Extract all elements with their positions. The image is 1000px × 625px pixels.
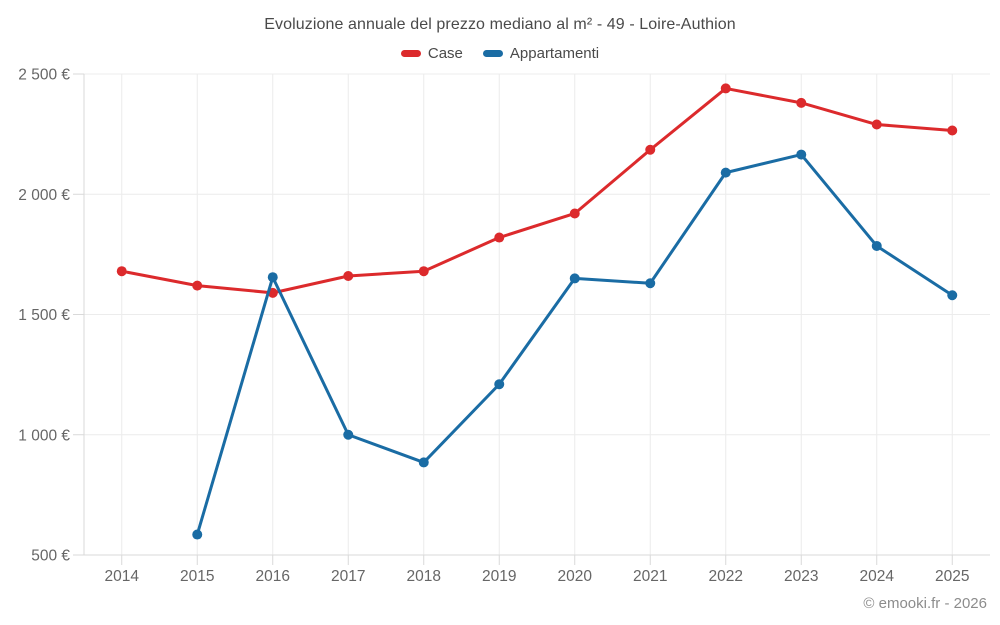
appartamenti-point-2022[interactable] (720, 167, 731, 178)
case-point-2018[interactable] (418, 266, 429, 277)
case-point-2019[interactable] (494, 232, 505, 243)
x-axis-label: 2018 (407, 568, 441, 585)
appartamenti-point-2017[interactable] (343, 429, 354, 440)
appartamenti-point-2016[interactable] (267, 272, 278, 283)
x-axis-label: 2014 (105, 568, 140, 585)
y-axis-label: 2 500 € (18, 67, 70, 84)
y-axis-label: 2 000 € (18, 187, 70, 204)
appartamenti-point-2015[interactable] (192, 529, 203, 540)
appartamenti-point-2024[interactable] (871, 240, 882, 251)
legend-item-appartamenti[interactable]: Appartamenti (482, 44, 600, 62)
x-axis-label: 2023 (784, 568, 818, 585)
case-point-2017[interactable] (343, 271, 354, 282)
case-point-2022[interactable] (720, 83, 731, 94)
x-axis-label: 2015 (180, 568, 214, 585)
appartamenti-point-2021[interactable] (645, 278, 656, 289)
case-line (120, 86, 954, 295)
y-axis-label: 1 000 € (18, 427, 70, 444)
case-point-2021[interactable] (645, 144, 656, 155)
x-axis-label: 2020 (558, 568, 593, 585)
x-axis-label: 2024 (860, 568, 895, 585)
appartamenti-legend-label: Appartamenti (509, 44, 600, 62)
y-axis-label: 1 500 € (18, 307, 70, 324)
appartamenti-point-2025[interactable] (947, 290, 958, 301)
x-axis-label: 2016 (256, 568, 290, 585)
y-axis-label: 500 € (31, 548, 70, 565)
case-point-2014[interactable] (116, 266, 127, 277)
appartamenti-legend-swatch-icon (482, 49, 503, 57)
case-point-2023[interactable] (796, 97, 807, 108)
chart-title: Evoluzione annuale del prezzo mediano al… (264, 16, 736, 33)
legend-item-case[interactable]: Case (400, 44, 463, 62)
case-point-2020[interactable] (569, 208, 580, 219)
chart-legend: Case Appartamenti (0, 44, 1000, 62)
appartamenti-point-2019[interactable] (494, 379, 505, 390)
x-axis-label: 2021 (633, 568, 667, 585)
x-axis-label: 2025 (935, 568, 969, 585)
case-legend-swatch-icon (400, 49, 421, 57)
x-axis-label: 2017 (331, 568, 365, 585)
case-point-2025[interactable] (947, 125, 958, 136)
case-point-2015[interactable] (192, 280, 203, 291)
appartamenti-point-2023[interactable] (796, 149, 807, 160)
appartamenti-point-2018[interactable] (418, 457, 429, 468)
x-axis-label: 2019 (482, 568, 516, 585)
appartamenti-point-2020[interactable] (569, 273, 580, 284)
case-point-2024[interactable] (871, 119, 882, 130)
case-legend-label: Case (427, 44, 463, 62)
attribution: © emooki.fr - 2026 (863, 595, 987, 612)
x-axis-label: 2022 (709, 568, 743, 585)
